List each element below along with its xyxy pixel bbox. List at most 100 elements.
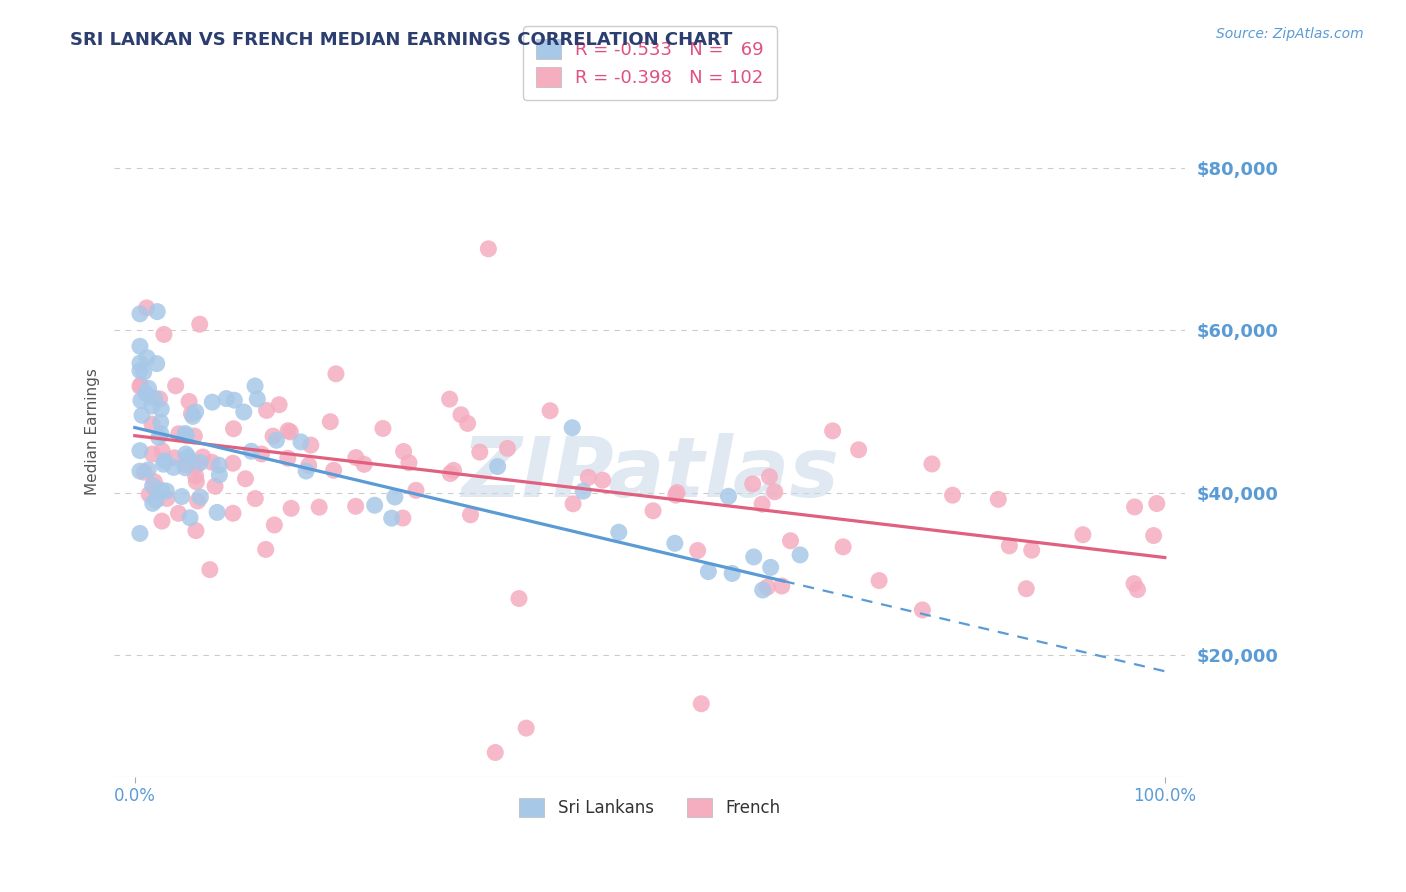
Point [150, 483, 173, 498]
Point [245, 491, 267, 506]
Point [848, 442, 870, 457]
Point [686, 543, 709, 558]
Point [508, 591, 530, 606]
Point [911, 603, 934, 617]
Point [129, 364, 152, 378]
Point [821, 424, 844, 438]
Point [150, 402, 173, 417]
Point [439, 467, 461, 481]
Point [170, 490, 193, 504]
Point [295, 464, 318, 478]
Point [180, 407, 202, 421]
Point [174, 458, 197, 472]
Point [405, 483, 427, 498]
Point [198, 563, 221, 577]
Point [392, 511, 415, 525]
Point [319, 415, 342, 429]
Point [1126, 582, 1149, 597]
Point [921, 457, 943, 471]
Point [152, 457, 174, 471]
Point [243, 379, 266, 393]
Point [129, 356, 152, 370]
Point [641, 504, 664, 518]
Point [484, 746, 506, 760]
Point [184, 524, 207, 538]
Point [246, 392, 269, 406]
Point [136, 351, 159, 365]
Point [138, 487, 160, 501]
Point [381, 511, 404, 525]
Point [188, 317, 211, 331]
Point [322, 463, 344, 477]
Point [167, 507, 190, 521]
Point [868, 574, 890, 588]
Point [141, 417, 163, 431]
Point [222, 456, 245, 470]
Point [131, 409, 153, 423]
Point [208, 458, 231, 473]
Point [254, 542, 277, 557]
Point [665, 485, 688, 500]
Point [153, 327, 176, 342]
Point [759, 560, 782, 574]
Point [176, 428, 198, 442]
Point [141, 447, 163, 461]
Point [1021, 543, 1043, 558]
Point [576, 470, 599, 484]
Point [235, 472, 257, 486]
Point [998, 539, 1021, 553]
Point [496, 442, 519, 456]
Point [129, 443, 152, 458]
Text: SRI LANKAN VS FRENCH MEDIAN EARNINGS CORRELATION CHART: SRI LANKAN VS FRENCH MEDIAN EARNINGS COR… [70, 31, 733, 49]
Point [266, 434, 288, 448]
Point [129, 379, 152, 393]
Point [136, 463, 159, 477]
Point [146, 304, 169, 318]
Point [468, 445, 491, 459]
Point [697, 565, 720, 579]
Point [371, 421, 394, 435]
Point [205, 505, 228, 519]
Point [135, 386, 157, 401]
Point [592, 473, 614, 487]
Point [561, 421, 583, 435]
Point [135, 301, 157, 315]
Point [344, 500, 367, 514]
Point [149, 415, 172, 429]
Point [186, 458, 208, 473]
Point [363, 498, 385, 512]
Point [174, 447, 197, 461]
Point [150, 443, 173, 458]
Point [184, 469, 207, 483]
Point [187, 494, 209, 508]
Point [129, 339, 152, 353]
Point [167, 426, 190, 441]
Point [832, 540, 855, 554]
Point [155, 483, 177, 498]
Point [751, 582, 773, 597]
Point [141, 399, 163, 413]
Point [150, 514, 173, 528]
Point [208, 467, 231, 482]
Point [201, 455, 224, 469]
Point [188, 456, 211, 470]
Point [1123, 576, 1146, 591]
Point [129, 393, 152, 408]
Point [290, 434, 312, 449]
Point [398, 456, 420, 470]
Point [183, 429, 205, 443]
Point [457, 417, 479, 431]
Point [572, 484, 595, 499]
Point [250, 447, 273, 461]
Point [148, 430, 170, 444]
Point [942, 488, 965, 502]
Point [353, 458, 375, 472]
Point [149, 392, 172, 406]
Point [443, 463, 465, 477]
Point [162, 460, 184, 475]
Point [299, 438, 322, 452]
Point [450, 408, 472, 422]
Point [156, 491, 179, 506]
Point [1142, 528, 1164, 542]
Point [143, 392, 166, 406]
